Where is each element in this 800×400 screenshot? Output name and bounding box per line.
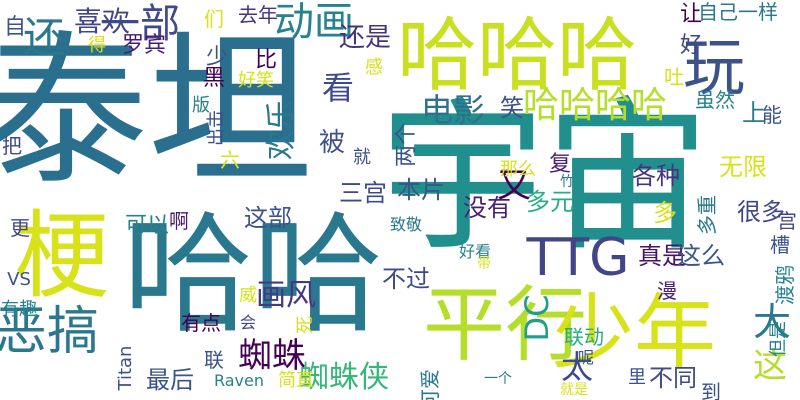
word-90: 联动 <box>564 325 604 349</box>
word-16: 喜欢 <box>73 5 131 38</box>
word-35: 这么 <box>677 242 725 270</box>
word-82: Raven <box>213 371 265 390</box>
word-11: 电影 <box>420 91 486 129</box>
word-78: 会 <box>239 313 257 332</box>
word-7: 梗 <box>14 201 110 312</box>
word-44: 上 <box>742 99 766 127</box>
word-79: 死 <box>295 316 316 334</box>
word-18: 蜘蛛 <box>238 336 306 376</box>
word-61: 那么 <box>500 159 536 180</box>
word-46: 让 <box>679 2 703 27</box>
word-15: 还 <box>22 13 66 62</box>
word-42: 被 <box>318 128 346 158</box>
word-37: 最后 <box>146 366 194 394</box>
word-33: 多 <box>653 199 677 227</box>
word-66: 宫 <box>777 209 797 233</box>
word-13: 一部 <box>100 1 180 47</box>
word-95: 好看 <box>458 242 492 261</box>
word-72: 更 <box>10 216 30 240</box>
word-67: 槽 <box>770 233 790 257</box>
word-60: 复 <box>548 152 572 177</box>
word-74: VS <box>7 269 31 290</box>
word-77: 有点 <box>181 311 221 335</box>
word-69: 得 <box>88 35 106 56</box>
word-40: 可以 <box>124 213 170 238</box>
word-29: 多元 <box>526 188 574 216</box>
word-34: 真是 <box>638 242 686 270</box>
word-75: 有趣 <box>1 299 37 320</box>
word-22: 三宫 <box>339 179 387 207</box>
word-86: 就是 <box>560 382 588 398</box>
word-32: 很多 <box>737 198 785 226</box>
word-8: 恶搞 <box>0 302 100 362</box>
word-21: 本片 <box>397 176 445 204</box>
word-6: 少年 <box>551 286 717 381</box>
word-96: 带 <box>477 256 491 272</box>
word-80: 联 <box>204 348 224 372</box>
word-56: 出击 <box>206 110 227 146</box>
word-55: 欢乐 <box>264 100 299 160</box>
word-47: 好 <box>679 33 703 58</box>
word-87: 里 <box>628 367 646 388</box>
word-68: 多重 <box>695 195 719 235</box>
word-88: 到 <box>701 380 721 400</box>
word-31: 又 <box>497 166 531 206</box>
word-45: 笑 <box>500 94 524 122</box>
word-0: 泰坦 <box>0 15 313 208</box>
word-23: DC <box>518 294 556 342</box>
word-93: 渡鸦 <box>773 265 797 305</box>
word-12: 动画 <box>274 0 354 45</box>
word-65: 能 <box>762 103 782 127</box>
word-76: 威 <box>239 285 257 306</box>
word-10: 哈哈哈哈 <box>522 85 668 126</box>
word-4: 玩 <box>682 31 746 104</box>
word-14: 还是 <box>338 23 392 53</box>
word-73: 啊 <box>169 209 189 233</box>
word-53: 好笑 <box>238 70 274 91</box>
word-19: 蜘蛛侠 <box>299 360 389 395</box>
word-25: 这 <box>753 346 787 386</box>
word-83: 简直 <box>278 370 314 391</box>
word-20: 画风 <box>256 278 316 313</box>
word-26: 太 <box>560 348 594 386</box>
word-84: 可爱 <box>418 369 442 400</box>
word-1: 宇宙 <box>380 81 710 274</box>
word-64: 虽然 <box>695 88 735 112</box>
word-38: 这部 <box>244 204 292 232</box>
word-43: 比 <box>254 48 278 73</box>
word-52: 黑 <box>202 66 226 91</box>
word-5: 平行 <box>422 278 588 373</box>
word-39: 不过 <box>382 265 430 293</box>
word-48: 自己一样 <box>698 0 778 24</box>
word-81: Titan <box>115 345 136 391</box>
word-28: 无限 <box>719 153 767 181</box>
word-91: 呢 <box>577 348 595 367</box>
word-49: 去年 <box>238 3 278 27</box>
word-27: 各种 <box>632 162 680 190</box>
word-2: 哈哈 <box>122 199 384 351</box>
word-63: 吐 <box>664 65 684 89</box>
word-58: 两个 <box>394 122 419 168</box>
word-3: 哈哈哈 <box>397 9 637 102</box>
word-50: 们 <box>204 7 224 31</box>
word-41: 看 <box>321 69 355 107</box>
word-94: 致敬 <box>389 215 423 234</box>
word-85: 一个 <box>484 371 512 387</box>
word-59: 就 <box>353 147 371 168</box>
word-17: 罗宾 <box>121 33 167 58</box>
word-92: 但是 <box>768 321 789 357</box>
word-57: 六 <box>220 148 240 172</box>
word-70: 自 <box>3 15 27 40</box>
word-9: TTG <box>526 228 630 288</box>
word-71: 把 <box>2 134 22 158</box>
word-89: 漫 <box>657 279 677 303</box>
word-62: 感 <box>365 57 383 78</box>
word-36: 不同 <box>649 364 697 392</box>
word-54: 版 <box>192 95 210 116</box>
word-51: 少 <box>205 45 229 70</box>
word-97: 竹 <box>560 174 574 190</box>
word-24: 大 <box>752 300 792 344</box>
word-30: 没有 <box>463 194 511 222</box>
